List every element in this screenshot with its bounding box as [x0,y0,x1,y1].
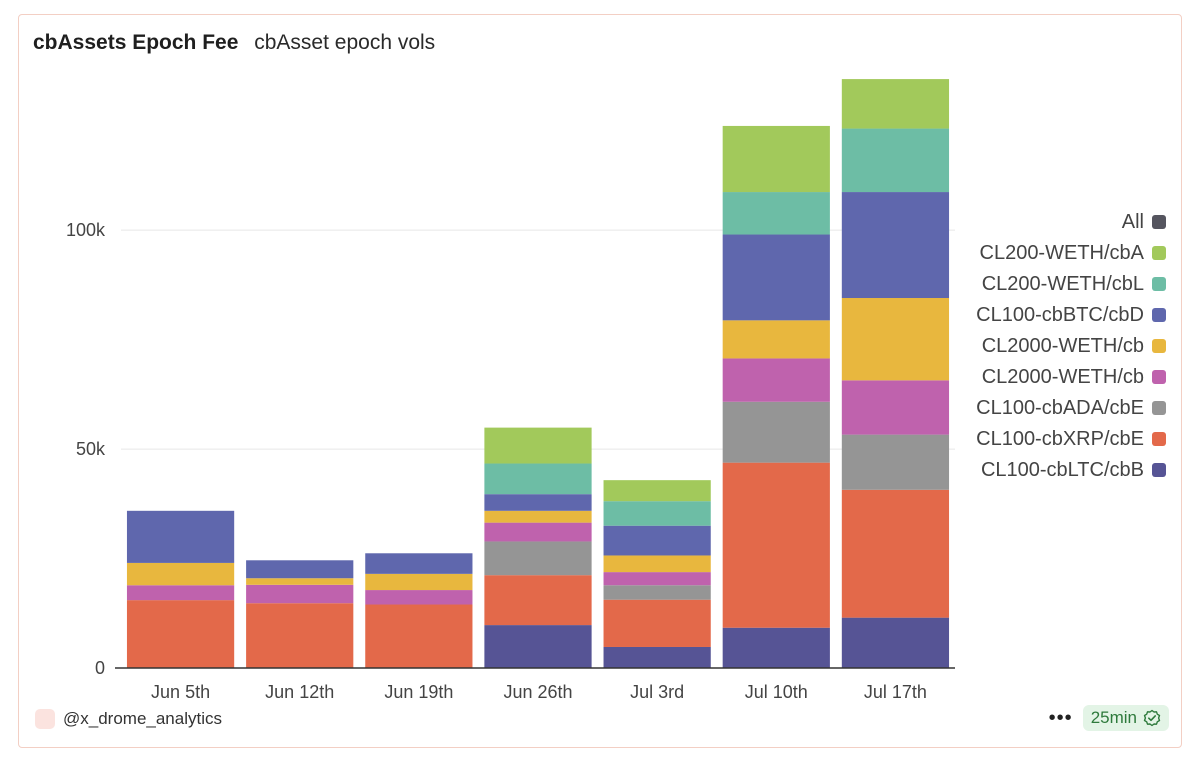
avatar [35,709,55,729]
bar-segment-0-5[interactable] [126,510,235,563]
legend-swatch-1[interactable] [1152,246,1166,260]
bar-segment-3-1[interactable] [484,575,592,626]
legend-label-8[interactable]: CL100-cbLTC/cbB [981,459,1144,481]
bar-segment-5-2[interactable] [722,401,830,463]
refresh-age: 25min [1090,708,1137,727]
bar-segment-6-0[interactable] [841,617,950,668]
bar-segment-1-3[interactable] [246,584,354,604]
legend-label-2[interactable]: CL200-WETH/cbL [982,273,1144,295]
author-area: @x_drome_analytics [35,709,222,729]
x-tick-label-4: Jul 3rd [630,682,684,702]
legend-swatch-4[interactable] [1152,339,1166,353]
bar-segment-2-4[interactable] [365,573,473,591]
legend-label-0[interactable]: All [1122,211,1144,233]
legend-label-3[interactable]: CL100-cbBTC/cbD [976,304,1144,326]
legend-label-7[interactable]: CL100-cbXRP/cbE [976,428,1144,450]
bar-segment-4-6[interactable] [603,501,711,526]
bar-segment-6-5[interactable] [841,192,950,299]
bar-segment-3-7[interactable] [484,427,592,464]
x-tick-label-3: Jun 26th [503,682,572,702]
bar-segment-6-4[interactable] [841,298,950,381]
bar-segment-2-5[interactable] [365,553,473,574]
bar-segment-3-3[interactable] [484,522,592,542]
legend-swatch-7[interactable] [1152,432,1166,446]
bar-segment-0-4[interactable] [126,562,235,586]
bar-segment-5-5[interactable] [722,234,830,321]
legend-swatch-5[interactable] [1152,370,1166,384]
bar-segment-6-6[interactable] [841,128,950,193]
bar-segment-5-7[interactable] [722,125,830,193]
legend-label-4[interactable]: CL2000-WETH/cb [982,335,1144,357]
chart-title: cbAssets Epoch Fee [33,31,239,54]
legend-label-1[interactable]: CL200-WETH/cbA [980,242,1145,264]
bar-segment-5-4[interactable] [722,320,830,359]
bar-segment-5-6[interactable] [722,192,830,235]
bar-segment-0-3[interactable] [126,585,235,601]
x-tick-label-0: Jun 5th [151,682,210,702]
legend-swatch-2[interactable] [1152,277,1166,291]
bar-segment-3-0[interactable] [484,625,592,668]
x-tick-label-5: Jul 10th [745,682,808,702]
title-row: cbAssets Epoch Fee cbAsset epoch vols [33,31,435,55]
legend-swatch-6[interactable] [1152,401,1166,415]
bar-segment-0-1[interactable] [126,600,235,668]
y-tick-label-1: 50k [76,439,106,459]
bar-segment-3-6[interactable] [484,463,592,495]
bar-segment-4-2[interactable] [603,585,711,600]
more-options-icon[interactable]: ••• [1048,707,1073,729]
bar-segment-4-0[interactable] [603,646,711,668]
y-tick-label-2: 100k [66,220,106,240]
bar-segment-1-5[interactable] [246,560,354,579]
legend-swatch-3[interactable] [1152,308,1166,322]
author-label: @x_drome_analytics [63,709,222,728]
bar-segment-4-7[interactable] [603,480,711,502]
x-tick-label-6: Jul 17th [864,682,927,702]
legend-label-5[interactable]: CL2000-WETH/cb [982,366,1144,388]
refresh-status-badge[interactable]: 25min [1082,705,1169,731]
bar-segment-3-4[interactable] [484,510,592,523]
stacked-bar-chart: 0 50k 100k Jun 5th Jun 12th Jun 19th Jun 26th J… [66,79,1166,702]
footer-actions: ••• 25min [1049,705,1169,731]
bar-segment-4-4[interactable] [603,555,711,573]
bar-segment-4-1[interactable] [603,599,711,647]
legend-label-6[interactable]: CL100-cbADA/cbE [976,397,1144,419]
bar-segment-6-3[interactable] [841,380,950,435]
bar-segment-4-5[interactable] [603,525,711,556]
bar-segment-5-0[interactable] [722,627,830,668]
chart-subtitle: cbAsset epoch vols [254,31,436,54]
bar-segment-6-7[interactable] [841,79,950,129]
x-tick-label-2: Jun 19th [384,682,453,702]
bar-segment-4-3[interactable] [603,572,711,586]
bar-segment-3-2[interactable] [484,541,592,576]
bar-segment-5-1[interactable] [722,462,830,628]
bar-segment-5-3[interactable] [722,358,830,402]
bar-segment-2-3[interactable] [365,590,473,605]
bar-segment-6-2[interactable] [841,434,950,490]
bar-segment-3-5[interactable] [484,494,592,511]
chart-card: cbAssets Epoch Fee cbAsset epoch vols 0 5… [18,14,1182,748]
legend-swatch-0[interactable] [1152,215,1166,229]
bar-segment-6-1[interactable] [841,489,950,618]
bar-segment-2-1[interactable] [365,604,473,668]
x-tick-label-1: Jun 12th [265,682,334,702]
bar-segment-1-1[interactable] [246,603,354,668]
bar-segment-1-4[interactable] [246,578,354,585]
check-circle-icon [1143,709,1161,727]
y-tick-label-0: 0 [95,658,105,678]
legend-swatch-8[interactable] [1152,463,1166,477]
